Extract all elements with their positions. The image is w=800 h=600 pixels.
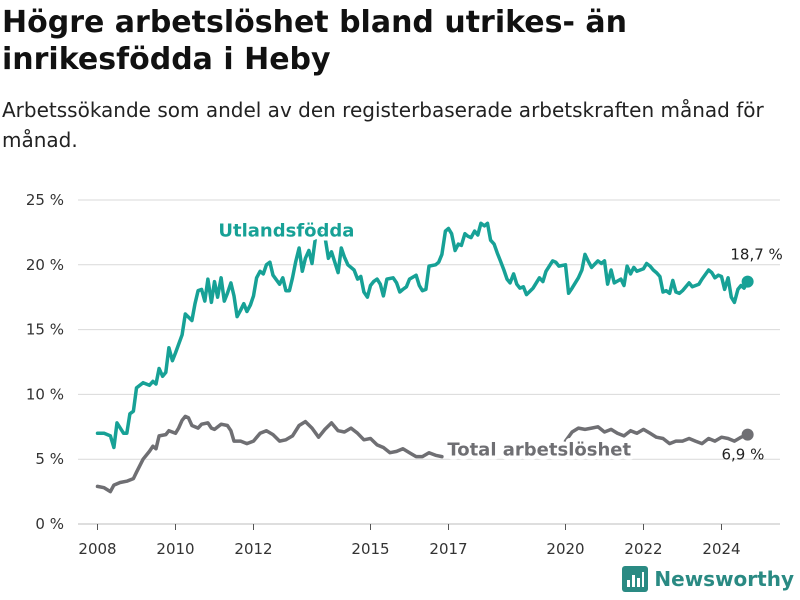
series-label-total: Total arbetslöshet bbox=[447, 439, 631, 460]
y-tick-label: 10 % bbox=[26, 385, 64, 403]
x-tick-label: 2022 bbox=[624, 540, 662, 558]
end-value-label-utlandsfodda: 18,7 % bbox=[730, 246, 782, 264]
x-tick-label: 2024 bbox=[702, 540, 740, 558]
y-tick-label: 15 % bbox=[26, 321, 64, 339]
x-tick-label: 2008 bbox=[78, 540, 116, 558]
series-end-point-utlandsfodda bbox=[741, 275, 754, 288]
series-lines bbox=[95, 221, 754, 494]
brand-name: Newsworthy bbox=[654, 567, 794, 591]
series-labels: Utlandsfödda Total arbetslöshet 18,7 % 6,9 … bbox=[214, 216, 782, 464]
x-axis-ticks: 2008 2010 2012 2015 2017 2020 2022 2024 bbox=[78, 524, 741, 558]
end-value-label-total: 6,9 % bbox=[722, 446, 765, 464]
series-line-utlandsfodda-part1 bbox=[95, 238, 317, 450]
brand-logo: Newsworthy bbox=[622, 564, 794, 594]
series-label-utlandsfodda: Utlandsfödda bbox=[218, 220, 354, 241]
y-tick-label: 0 % bbox=[35, 515, 64, 533]
x-tick-label: 2017 bbox=[429, 540, 467, 558]
series-line-total-part2 bbox=[563, 425, 750, 446]
chart-subtitle: Arbetssökande som andel av den registerb… bbox=[2, 98, 764, 152]
x-tick-label: 2020 bbox=[546, 540, 584, 558]
series-line-utlandsfodda-part2 bbox=[320, 221, 750, 305]
grid-lines bbox=[78, 199, 780, 525]
series-line-total-part1 bbox=[95, 414, 444, 494]
newsworthy-logo-icon bbox=[622, 566, 649, 592]
x-tick-label: 2015 bbox=[351, 540, 389, 558]
chart-title: Högre arbetslöshet bland utrikes- än inr… bbox=[2, 5, 627, 77]
y-axis-ticks: 0 % 5 % 10 % 15 % 20 % 25 % bbox=[26, 191, 64, 533]
y-tick-label: 20 % bbox=[26, 256, 64, 274]
x-tick-label: 2012 bbox=[234, 540, 272, 558]
y-tick-label: 5 % bbox=[35, 450, 64, 468]
series-end-point-total bbox=[741, 428, 754, 441]
y-tick-label: 25 % bbox=[26, 191, 64, 209]
x-tick-label: 2010 bbox=[156, 540, 194, 558]
